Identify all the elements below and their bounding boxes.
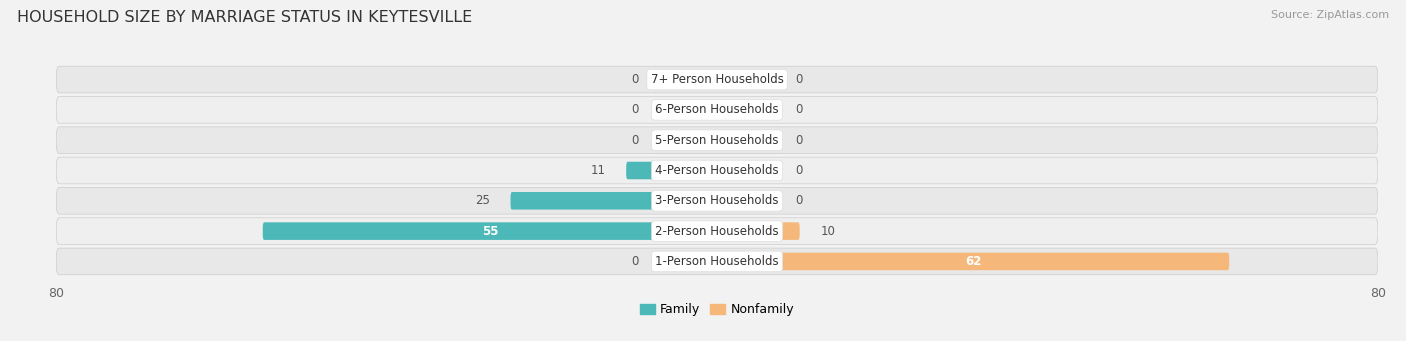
FancyBboxPatch shape <box>56 66 1378 93</box>
FancyBboxPatch shape <box>56 188 1378 214</box>
Text: 0: 0 <box>631 103 638 116</box>
Text: 10: 10 <box>820 225 835 238</box>
Text: 25: 25 <box>475 194 489 207</box>
Text: 2-Person Households: 2-Person Households <box>655 225 779 238</box>
FancyBboxPatch shape <box>56 127 1378 153</box>
FancyBboxPatch shape <box>659 71 717 88</box>
Text: 0: 0 <box>631 255 638 268</box>
Text: 55: 55 <box>482 225 498 238</box>
Legend: Family, Nonfamily: Family, Nonfamily <box>636 298 799 321</box>
Text: 7+ Person Households: 7+ Person Households <box>651 73 783 86</box>
Text: 0: 0 <box>796 103 803 116</box>
Text: 0: 0 <box>796 164 803 177</box>
Text: 1-Person Households: 1-Person Households <box>655 255 779 268</box>
FancyBboxPatch shape <box>659 131 717 149</box>
FancyBboxPatch shape <box>510 192 717 210</box>
Text: 0: 0 <box>796 73 803 86</box>
Text: 0: 0 <box>796 134 803 147</box>
FancyBboxPatch shape <box>56 157 1378 184</box>
FancyBboxPatch shape <box>659 101 717 119</box>
Text: 3-Person Households: 3-Person Households <box>655 194 779 207</box>
FancyBboxPatch shape <box>717 192 775 210</box>
FancyBboxPatch shape <box>717 101 775 119</box>
Text: 4-Person Households: 4-Person Households <box>655 164 779 177</box>
FancyBboxPatch shape <box>659 253 717 270</box>
FancyBboxPatch shape <box>717 253 1229 270</box>
FancyBboxPatch shape <box>717 222 800 240</box>
FancyBboxPatch shape <box>56 248 1378 275</box>
FancyBboxPatch shape <box>717 131 775 149</box>
Text: HOUSEHOLD SIZE BY MARRIAGE STATUS IN KEYTESVILLE: HOUSEHOLD SIZE BY MARRIAGE STATUS IN KEY… <box>17 10 472 25</box>
Text: 62: 62 <box>965 255 981 268</box>
FancyBboxPatch shape <box>56 97 1378 123</box>
FancyBboxPatch shape <box>626 162 717 179</box>
Text: 0: 0 <box>631 134 638 147</box>
Text: 0: 0 <box>631 73 638 86</box>
Text: 11: 11 <box>591 164 606 177</box>
FancyBboxPatch shape <box>717 71 775 88</box>
Text: 6-Person Households: 6-Person Households <box>655 103 779 116</box>
Text: 5-Person Households: 5-Person Households <box>655 134 779 147</box>
FancyBboxPatch shape <box>56 218 1378 244</box>
FancyBboxPatch shape <box>263 222 717 240</box>
FancyBboxPatch shape <box>717 162 775 179</box>
Text: Source: ZipAtlas.com: Source: ZipAtlas.com <box>1271 10 1389 20</box>
Text: 0: 0 <box>796 194 803 207</box>
